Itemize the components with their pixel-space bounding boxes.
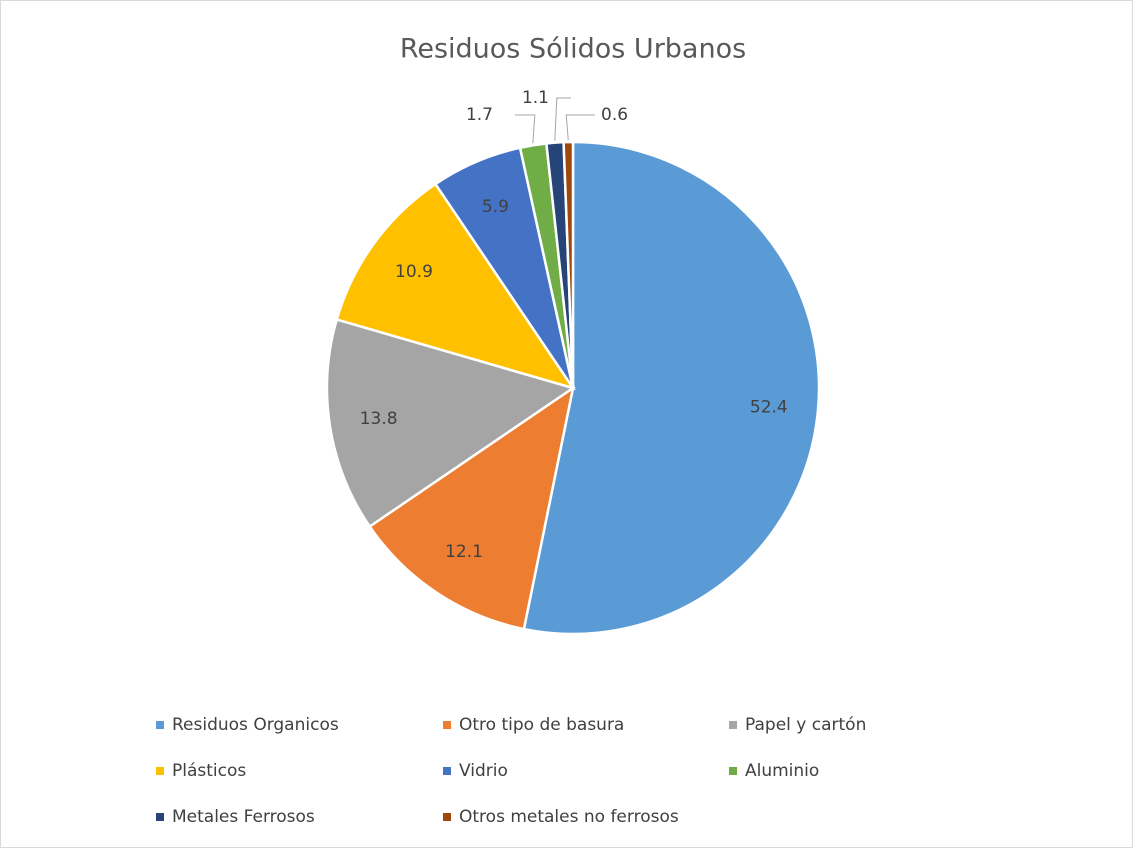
legend-label: Otro tipo de basura (459, 715, 624, 735)
pie-slice (367, 385, 575, 631)
pie-slice (562, 140, 575, 389)
legend-label: Otros metales no ferrosos (459, 807, 679, 827)
legend-label: Vidrio (459, 761, 508, 781)
data-label: 5.9 (482, 197, 509, 217)
legend-swatch (156, 767, 164, 775)
data-label: 13.8 (360, 409, 398, 429)
data-label: 12.1 (445, 542, 483, 562)
pie-slice (522, 140, 821, 636)
legend-swatch (443, 767, 451, 775)
data-label: 1.7 (466, 105, 493, 125)
data-label: 1.1 (522, 88, 549, 108)
legend-swatch (156, 721, 164, 729)
legend-swatch (443, 721, 451, 729)
legend-label: Plásticos (172, 761, 246, 781)
chart-title: Residuos Sólidos Urbanos (400, 34, 746, 65)
legend-label: Papel y cartón (745, 715, 866, 735)
data-label: 52.4 (750, 398, 788, 418)
legend-swatch (443, 813, 451, 821)
data-label: 0.6 (601, 105, 628, 125)
legend-swatch (729, 767, 737, 775)
data-label: 10.9 (395, 262, 433, 282)
leader-line (565, 114, 595, 141)
legend-label: Residuos Organicos (172, 715, 339, 735)
pie-slice (335, 182, 576, 391)
legend-swatch (729, 721, 737, 729)
legend-label: Aluminio (745, 761, 819, 781)
leader-line (554, 97, 571, 141)
legend-swatch (156, 813, 164, 821)
leader-line (515, 114, 536, 144)
legend-label: Metales Ferrosos (172, 807, 315, 827)
